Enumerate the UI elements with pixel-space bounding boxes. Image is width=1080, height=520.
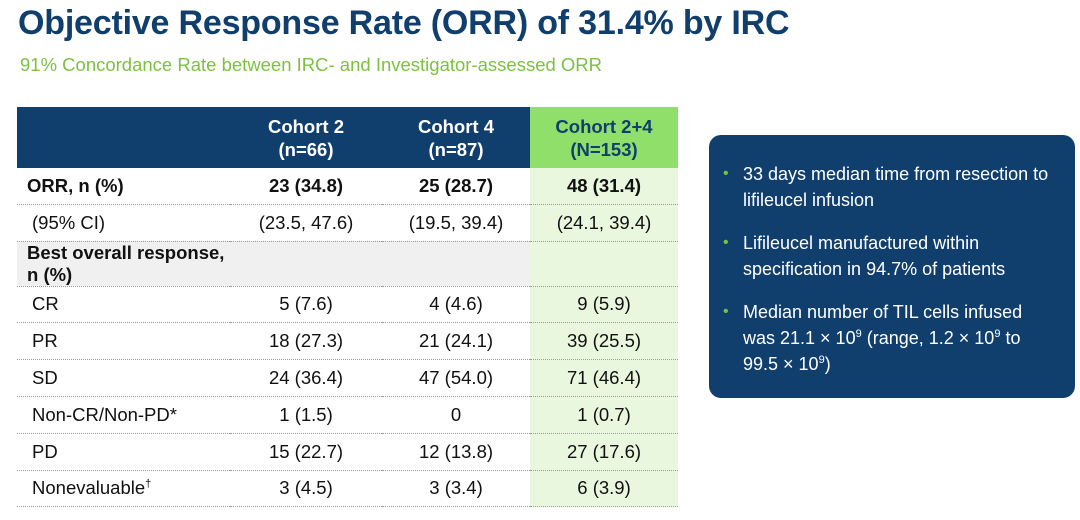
table-row-non-cr-non-pd: Non-CR/Non-PD* 1 (1.5) 0 1 (0.7) [17, 396, 678, 434]
dagger-footnote-mark: † [145, 478, 152, 491]
table-row-nonevaluable: Nonevaluable† 3 (4.5) 3 (3.4) 6 (3.9) [17, 470, 678, 508]
cell-cohort-4: 25 (28.7) [382, 168, 530, 205]
cell-cohort-2-4 [530, 241, 678, 287]
list-item: • Lifileucel manufactured within specifi… [723, 230, 1057, 282]
row-label: (95% CI) [17, 204, 230, 242]
cell-cohort-2-4: 1 (0.7) [530, 396, 678, 434]
list-item: • 33 days median time from resection to … [723, 161, 1057, 213]
highlights-list: • 33 days median time from resection to … [723, 161, 1057, 377]
cell-cohort-4 [382, 241, 530, 287]
cell-cohort-4: 4 (4.6) [382, 286, 530, 324]
cell-cohort-2-4: 6 (3.9) [530, 470, 678, 508]
header-empty-cell [17, 107, 230, 168]
highlights-panel: • 33 days median time from resection to … [709, 135, 1075, 398]
list-item: • Median number of TIL cells infused was… [723, 299, 1057, 377]
header-cohort-4: Cohort 4 (n=87) [382, 107, 530, 168]
table-row-cr: CR 5 (7.6) 4 (4.6) 9 (5.9) [17, 286, 678, 324]
cell-cohort-4: 12 (13.8) [382, 433, 530, 471]
row-label: PR [17, 322, 230, 361]
table-row-sd: SD 24 (36.4) 47 (54.0) 71 (46.4) [17, 359, 678, 397]
header-cohort-2-4: Cohort 2+4 (N=153) [530, 107, 678, 168]
header-cohort-2: Cohort 2 (n=66) [230, 107, 382, 168]
cell-cohort-2: (23.5, 47.6) [230, 204, 382, 242]
cell-cohort-2-4: 39 (25.5) [530, 322, 678, 361]
row-label: ORR, n (%) [17, 168, 230, 205]
table-row-ci: (95% CI) (23.5, 47.6) (19.5, 39.4) (24.1… [17, 204, 678, 242]
cell-cohort-2: 1 (1.5) [230, 396, 382, 434]
table-row-pd: PD 15 (22.7) 12 (13.8) 27 (17.6) [17, 433, 678, 471]
cell-cohort-2-4: 9 (5.9) [530, 286, 678, 324]
cell-cohort-4: 21 (24.1) [382, 322, 530, 361]
cell-cohort-2 [230, 241, 382, 287]
bullet-icon: • [723, 303, 729, 320]
cell-cohort-2-4: 27 (17.6) [530, 433, 678, 471]
table-header-row: Cohort 2 (n=66) Cohort 4 (n=87) Cohort 2… [17, 107, 678, 168]
cell-cohort-2-4: (24.1, 39.4) [530, 204, 678, 242]
cell-cohort-2: 23 (34.8) [230, 168, 382, 205]
row-label: PD [17, 433, 230, 471]
table-row-best-response-header: Best overall response, n (%) [17, 241, 678, 287]
cell-cohort-4: 0 [382, 396, 530, 434]
cell-cohort-2-4: 48 (31.4) [530, 168, 678, 205]
cell-cohort-4: 3 (3.4) [382, 470, 530, 508]
cell-cohort-2: 5 (7.6) [230, 286, 382, 324]
row-label: CR [17, 286, 230, 324]
table-row-pr: PR 18 (27.3) 21 (24.1) 39 (25.5) [17, 322, 678, 361]
cell-cohort-2: 24 (36.4) [230, 359, 382, 397]
cell-cohort-2: 18 (27.3) [230, 322, 382, 361]
row-label: SD [17, 359, 230, 397]
cell-cohort-4: 47 (54.0) [382, 359, 530, 397]
cell-cohort-2: 3 (4.5) [230, 470, 382, 508]
page-title: Objective Response Rate (ORR) of 31.4% b… [18, 4, 790, 42]
orr-table: Cohort 2 (n=66) Cohort 4 (n=87) Cohort 2… [17, 107, 678, 508]
cell-cohort-2-4: 71 (46.4) [530, 359, 678, 397]
table-row-orr: ORR, n (%) 23 (34.8) 25 (28.7) 48 (31.4) [17, 168, 678, 205]
bullet-icon: • [723, 234, 729, 251]
page-subtitle: 91% Concordance Rate between IRC- and In… [20, 54, 603, 75]
row-label: Nonevaluable† [17, 470, 230, 508]
cell-cohort-4: (19.5, 39.4) [382, 204, 530, 242]
bullet-icon: • [723, 165, 729, 182]
row-label: Non-CR/Non-PD* [17, 396, 230, 434]
cell-cohort-2: 15 (22.7) [230, 433, 382, 471]
row-label: Best overall response, n (%) [17, 241, 230, 287]
